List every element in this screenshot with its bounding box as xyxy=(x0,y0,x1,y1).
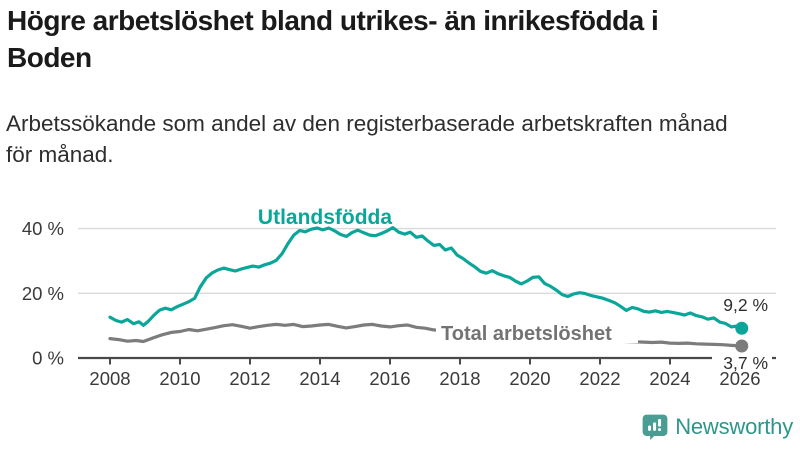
x-tick-label: 2014 xyxy=(299,368,340,389)
x-tick-label: 2018 xyxy=(439,368,480,389)
label-backdrop xyxy=(436,322,638,343)
series-line-total-arbetsloshet xyxy=(108,322,744,348)
x-tick-label: 2008 xyxy=(89,368,130,389)
chart-subtitle: Arbetssökande som andel av den registerb… xyxy=(6,111,728,167)
end-value-label-total-arbetsloshet: 3,7 % xyxy=(723,353,768,373)
logo-exclamation-bar xyxy=(658,418,662,427)
end-dot-total-arbetsloshet xyxy=(735,339,749,353)
x-tick-label: 2016 xyxy=(369,368,410,389)
x-tick-label: 2012 xyxy=(229,368,270,389)
series-label-utlandsfodda: Utlandsfödda xyxy=(258,206,392,229)
x-tick-label: 2010 xyxy=(159,368,200,389)
y-tick-label: 40 % xyxy=(22,218,64,239)
x-tick-label: 2024 xyxy=(649,368,690,389)
unemployment-line-chart: 0 % 20 % 40 % 2008 2010 2012 2014 2016 2018 2020 2… xyxy=(22,206,776,389)
end-value-label-utlandsfodda: 9,2 % xyxy=(723,295,768,315)
end-dot-utlandsfodda xyxy=(735,321,749,335)
logo-exclamation-dot xyxy=(658,427,662,431)
logo-bar-small xyxy=(648,424,652,431)
y-tick-label: 0 % xyxy=(32,348,64,369)
x-tick-label: 2026 xyxy=(719,368,760,389)
value-label-backdrop xyxy=(712,354,772,370)
bar-chart-speech-bubble-icon xyxy=(642,414,668,440)
x-tick-label: 2020 xyxy=(509,368,550,389)
x-tick-label: 2022 xyxy=(579,368,620,389)
page-title: Högre arbetslöshet bland utrikes- än inr… xyxy=(7,5,659,73)
series-label-total-arbetsloshet: Total arbetslöshet xyxy=(441,323,612,345)
logo-text: Newsworthy xyxy=(675,414,793,439)
series-line-utlandsfodda xyxy=(108,225,744,330)
logo-bar-medium xyxy=(653,421,657,431)
y-tick-label: 20 % xyxy=(22,283,64,304)
newsworthy-logo[interactable]: Newsworthy xyxy=(642,411,793,443)
